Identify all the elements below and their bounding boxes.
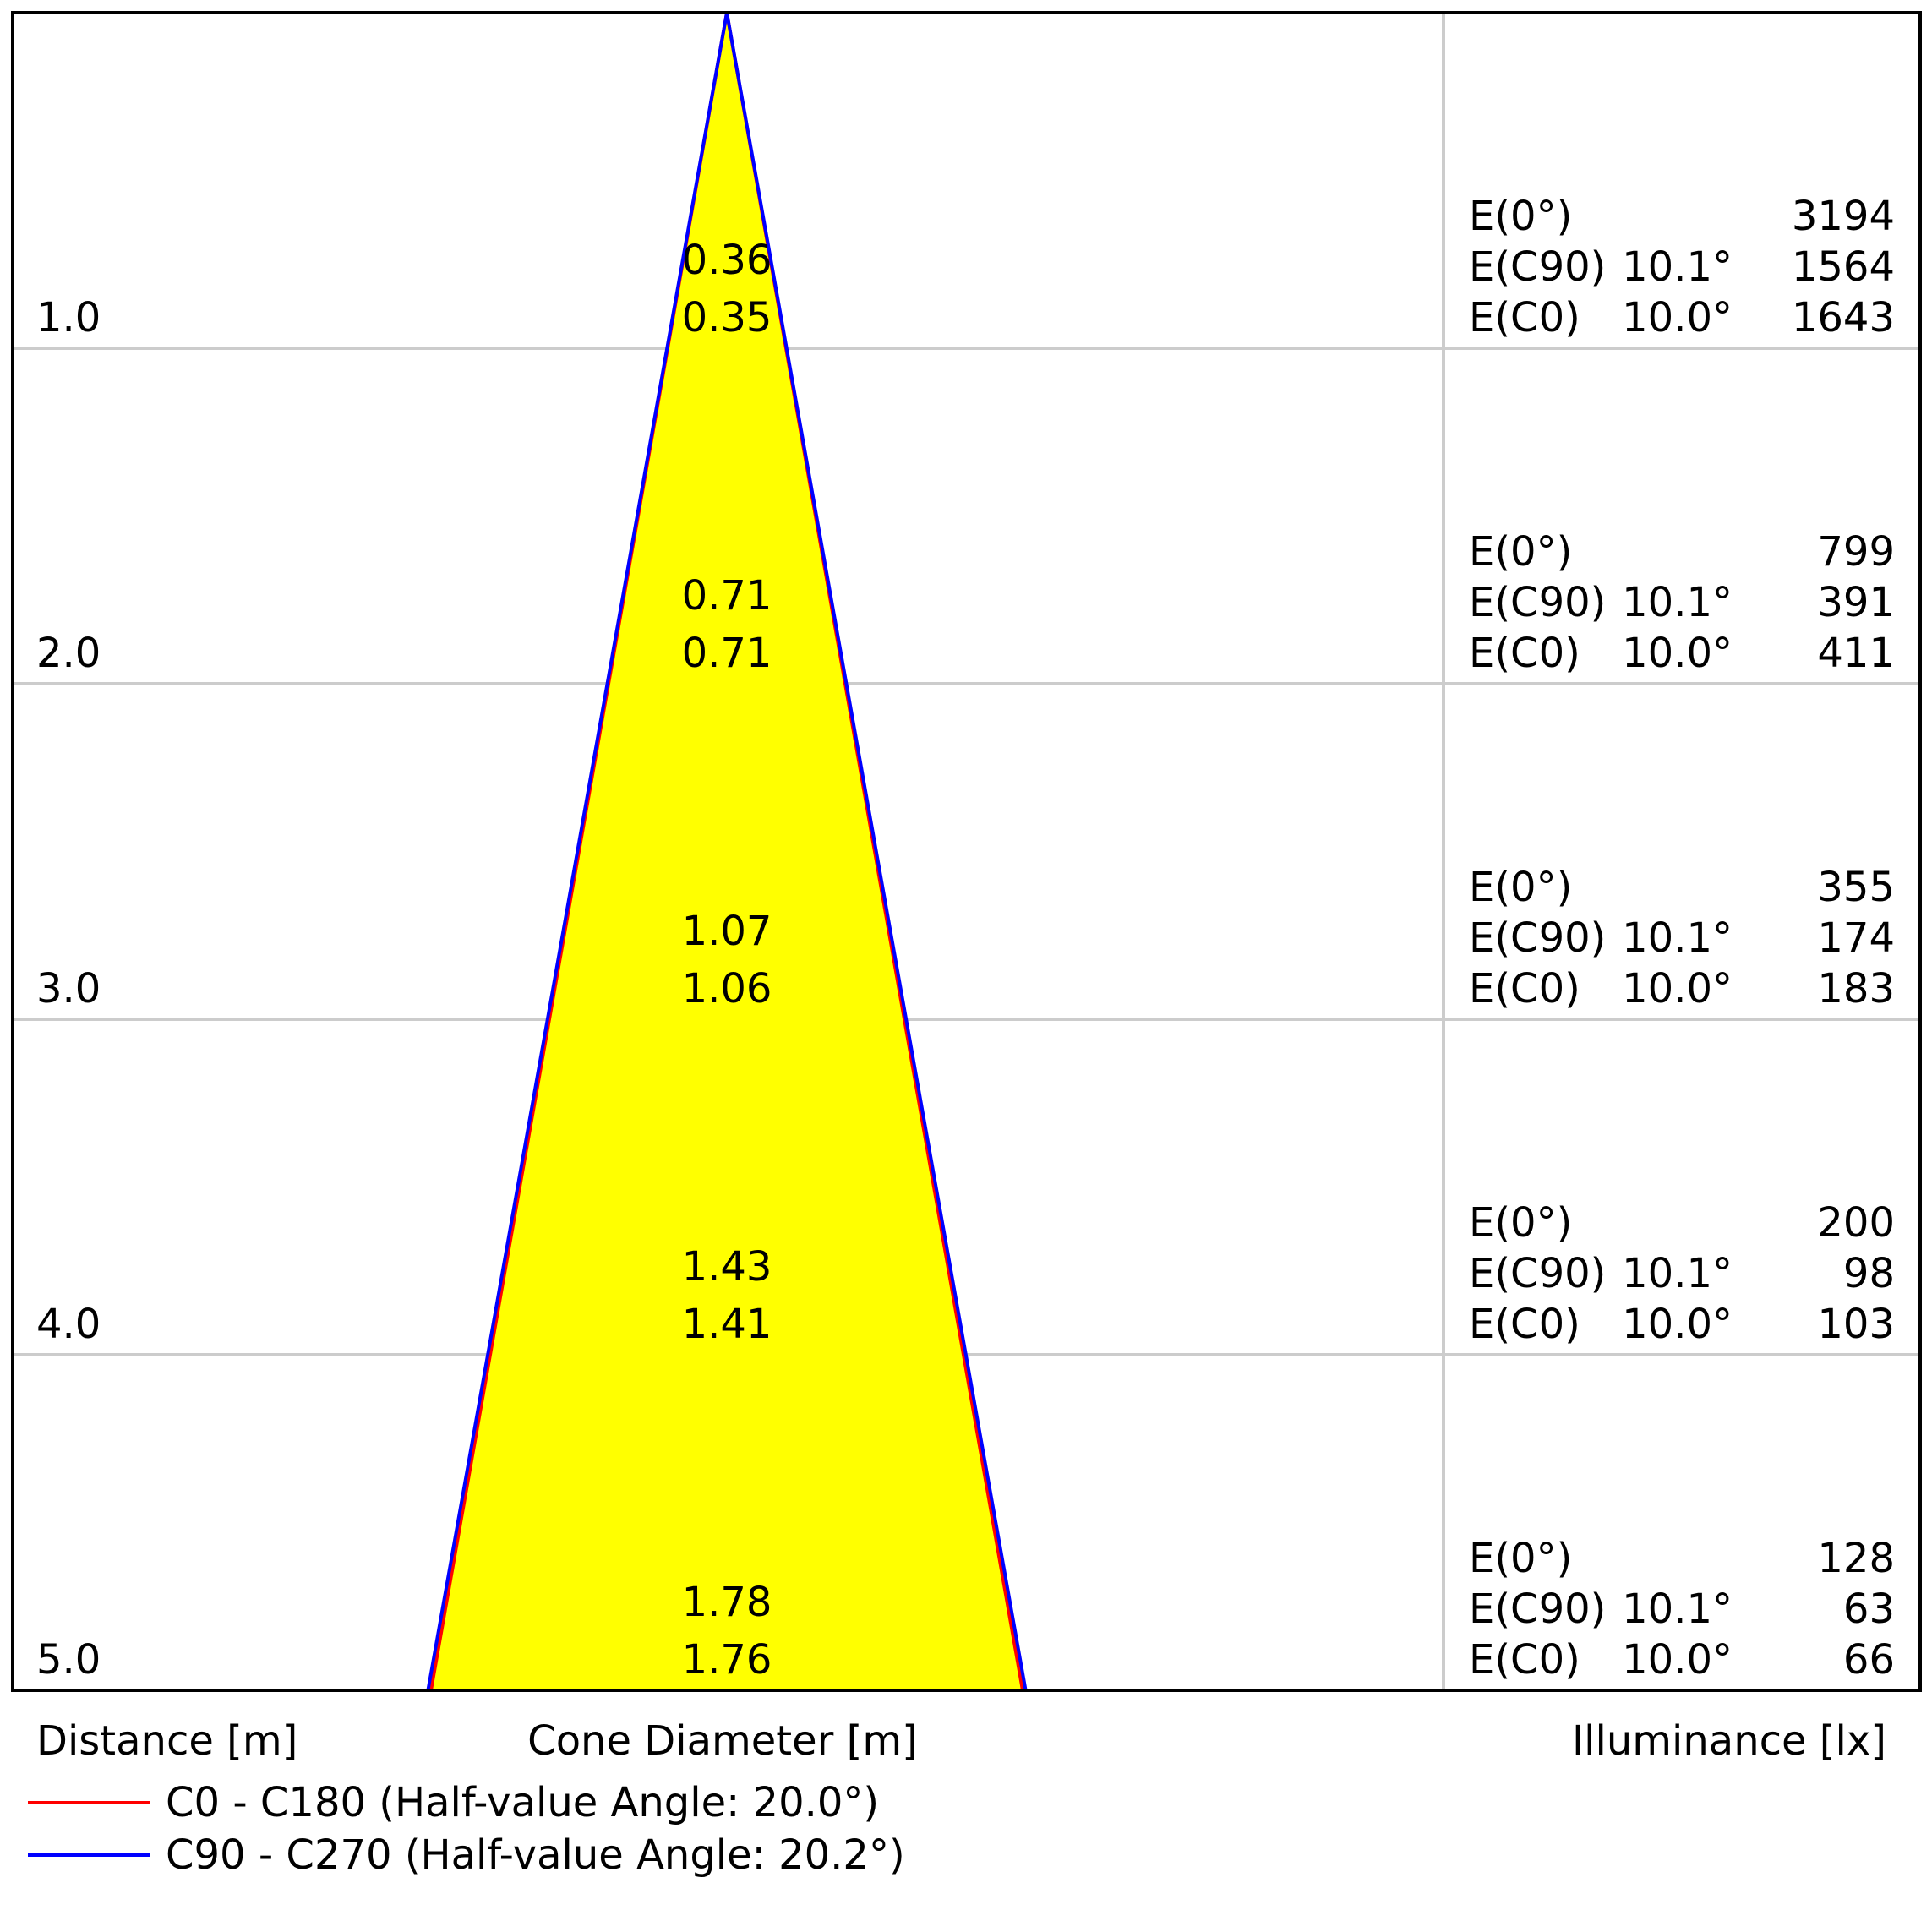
illuminance-value: 200 — [1817, 1199, 1895, 1247]
illuminance-angle: 10.0° — [1622, 630, 1733, 677]
plot-border — [11, 11, 1922, 1692]
legend-c90-c270: C90 - C270 (Half-value Angle: 20.2°) — [28, 1829, 905, 1881]
illuminance-value: 799 — [1817, 528, 1895, 576]
c0-diameter-label: 0.71 — [682, 630, 772, 677]
illuminance-value: 63 — [1843, 1585, 1895, 1633]
illuminance-value: 98 — [1843, 1250, 1895, 1297]
c0-diameter-label: 1.06 — [682, 965, 772, 1012]
c0-c180-legend-label: C0 - C180 (Half-value Angle: 20.0°) — [166, 1779, 880, 1826]
illuminance-value: 3194 — [1792, 193, 1895, 240]
c90-diameter-label: 0.36 — [682, 237, 772, 284]
illuminance-name: E(C0) — [1469, 630, 1580, 677]
c90-diameter-label: 0.71 — [682, 572, 772, 619]
c90-c270-line-swatch — [28, 1853, 150, 1857]
illuminance-name: E(0°) — [1469, 1199, 1572, 1247]
c90-diameter-label: 1.78 — [682, 1579, 772, 1626]
illuminance-angle: 10.1° — [1622, 914, 1733, 962]
illuminance-value: 411 — [1817, 630, 1895, 677]
illuminance-name: E(C90) — [1469, 1250, 1606, 1297]
illuminance-name: E(0°) — [1469, 1535, 1572, 1582]
distance-tick-label: 4.0 — [36, 1301, 101, 1348]
illuminance-angle: 10.1° — [1622, 579, 1733, 626]
illuminance-name: E(C0) — [1469, 965, 1580, 1012]
illuminance-value: 391 — [1817, 579, 1895, 626]
illuminance-value: 355 — [1817, 864, 1895, 911]
illuminance-name: E(C90) — [1469, 579, 1606, 626]
illuminance-value: 103 — [1817, 1301, 1895, 1348]
illuminance-name: E(C90) — [1469, 914, 1606, 962]
cone-axis-label: Cone Diameter [m] — [527, 1717, 918, 1765]
illuminance-value: 66 — [1843, 1636, 1895, 1684]
distance-tick-label: 5.0 — [36, 1636, 101, 1684]
c0-diameter-label: 1.76 — [682, 1636, 772, 1684]
illuminance-angle: 10.0° — [1622, 294, 1733, 341]
c0-c180-line-swatch — [28, 1801, 150, 1804]
illuminance-name: E(C90) — [1469, 1585, 1606, 1633]
illuminance-angle: 10.0° — [1622, 965, 1733, 1012]
c90-c270-legend-label: C90 - C270 (Half-value Angle: 20.2°) — [166, 1831, 905, 1879]
illuminance-angle: 10.0° — [1622, 1301, 1733, 1348]
c90-diameter-label: 1.07 — [682, 908, 772, 955]
distance-tick-label: 3.0 — [36, 965, 101, 1012]
illuminance-axis-label: Illuminance [lx] — [1572, 1717, 1886, 1765]
illuminance-name: E(C90) — [1469, 243, 1606, 291]
illuminance-angle: 10.1° — [1622, 1585, 1733, 1633]
legend-c0-c180: C0 - C180 (Half-value Angle: 20.0°) — [28, 1776, 879, 1829]
illuminance-value: 128 — [1817, 1535, 1895, 1582]
illuminance-value: 1643 — [1792, 294, 1895, 341]
illuminance-angle: 10.1° — [1622, 243, 1733, 291]
illuminance-value: 183 — [1817, 965, 1895, 1012]
cone-fill — [428, 13, 1026, 1690]
illuminance-value: 174 — [1817, 914, 1895, 962]
c0-diameter-label: 0.35 — [682, 294, 772, 341]
illuminance-angle: 10.1° — [1622, 1250, 1733, 1297]
chart-text: 1.0 0.36 0.35 E(0°) 3194 E(C90) 10.1° 1564 E(C0)… — [36, 193, 1895, 1684]
illuminance-value: 1564 — [1792, 243, 1895, 291]
c90-diameter-label: 1.43 — [682, 1243, 772, 1291]
illuminance-name: E(C0) — [1469, 1636, 1580, 1684]
illuminance-name: E(0°) — [1469, 528, 1572, 576]
illuminance-name: E(0°) — [1469, 864, 1572, 911]
illuminance-name: E(C0) — [1469, 294, 1580, 341]
c0-diameter-label: 1.41 — [682, 1301, 772, 1348]
grid-lines — [13, 13, 1920, 1690]
distance-tick-label: 2.0 — [36, 630, 101, 677]
illuminance-angle: 10.0° — [1622, 1636, 1733, 1684]
illuminance-name: E(0°) — [1469, 193, 1572, 240]
illuminance-name: E(C0) — [1469, 1301, 1580, 1348]
distance-tick-label: 1.0 — [36, 294, 101, 341]
distance-axis-label: Distance [m] — [36, 1717, 297, 1765]
